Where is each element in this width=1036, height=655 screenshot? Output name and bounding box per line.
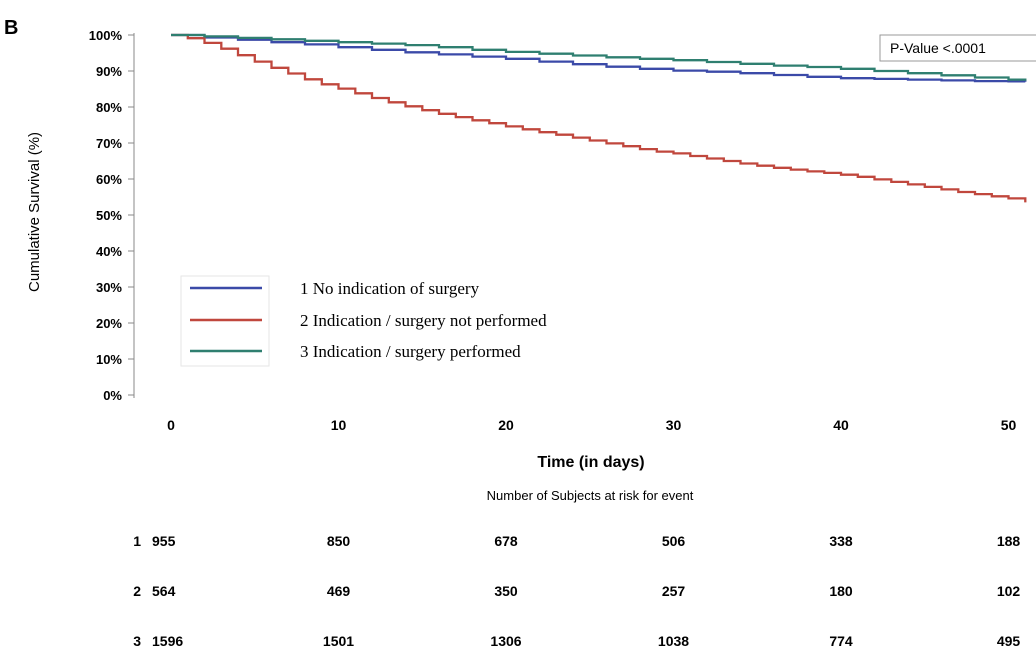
series-line-3 <box>171 33 1027 81</box>
y-tick-group: 0% 10% 20% 30% 40% 50% 60% 70% 80% 90% 100% <box>89 28 134 403</box>
legend-frame <box>180 275 270 367</box>
risk-cell: 955 <box>152 533 176 549</box>
y-tick-label: 40% <box>96 244 122 259</box>
y-tick-label: 50% <box>96 208 122 223</box>
y-tick-label: 0% <box>103 388 122 403</box>
risk-row-label: 1 <box>133 533 141 549</box>
risk-cell: 495 <box>997 633 1021 649</box>
y-tick-label: 70% <box>96 136 122 151</box>
x-tick-label: 10 <box>331 417 347 433</box>
y-axis-label: Cumulative Survival (%) <box>26 132 43 292</box>
risk-cell: 1596 <box>152 633 183 649</box>
series-line-1 <box>171 33 1027 83</box>
y-tick-label: 60% <box>96 172 122 187</box>
y-tick-label: 30% <box>96 280 122 295</box>
x-tick-label: 30 <box>666 417 682 433</box>
legend-label-3: 3 Indication / surgery performed <box>300 342 521 361</box>
risk-cell: 506 <box>662 533 686 549</box>
risk-cell: 774 <box>829 633 853 649</box>
y-axis: 0% 10% 20% 30% 40% 50% 60% 70% 80% 90% 100% <box>89 28 135 403</box>
x-tick-label: 40 <box>833 417 849 433</box>
y-tick-label: 90% <box>96 64 122 79</box>
legend: 1 No indication of surgery 2 Indication … <box>180 275 547 367</box>
risk-cell: 257 <box>662 583 686 599</box>
risk-cell: 678 <box>494 533 518 549</box>
risk-cell: 850 <box>327 533 351 549</box>
y-tick-label: 10% <box>96 352 122 367</box>
risk-cell: 338 <box>829 533 853 549</box>
y-tick-label: 100% <box>89 28 123 43</box>
x-tick-label: 50 <box>1001 417 1017 433</box>
risk-cell: 469 <box>327 583 351 599</box>
x-tick-label: 0 <box>167 417 175 433</box>
x-axis: 0 10 20 30 40 50 <box>167 417 1016 433</box>
legend-label-1: 1 No indication of surgery <box>300 279 480 298</box>
risk-row-label: 2 <box>133 583 141 599</box>
p-value-frame <box>879 34 1036 62</box>
risk-cell: 350 <box>494 583 518 599</box>
p-value-box: P-Value <.0001 <box>879 34 1036 62</box>
legend-label-2: 2 Indication / surgery not performed <box>300 311 547 330</box>
risk-table-title: Number of Subjects at risk for event <box>487 488 694 503</box>
y-tick-label: 20% <box>96 316 122 331</box>
risk-cell: 1306 <box>490 633 521 649</box>
risk-cell: 180 <box>829 583 853 599</box>
risk-cell: 564 <box>152 583 176 599</box>
y-tick-label: 80% <box>96 100 122 115</box>
p-value-text: P-Value <.0001 <box>890 40 986 56</box>
panel-label: B <box>4 17 18 39</box>
risk-cell: 1501 <box>323 633 354 649</box>
series-line-2 <box>171 33 1027 203</box>
risk-cell: 102 <box>997 583 1021 599</box>
x-axis-label: Time (in days) <box>537 454 644 471</box>
series-lines <box>171 33 1027 203</box>
risk-cell: 1038 <box>658 633 689 649</box>
risk-cell: 188 <box>997 533 1021 549</box>
x-tick-group: 0 10 20 30 40 50 <box>167 417 1016 433</box>
risk-row-label: 3 <box>133 633 141 649</box>
x-tick-label: 20 <box>498 417 514 433</box>
